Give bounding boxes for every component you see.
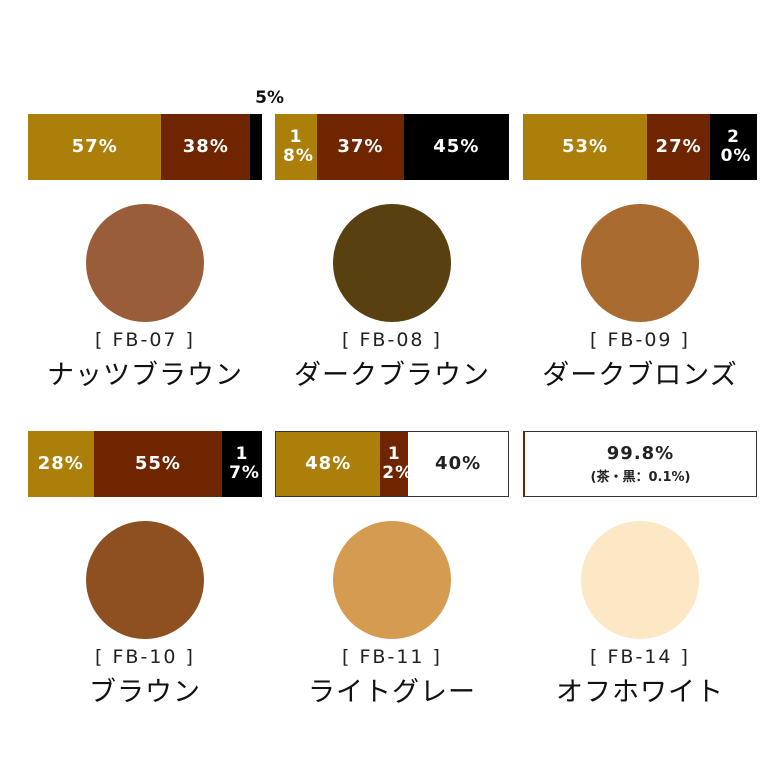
product-card-fb-09: 53% 27% 20% [ FB-09 ] ダークブロンズ: [523, 114, 757, 392]
black-segment-label: 20%: [720, 127, 752, 166]
black-segment: 45%: [403, 114, 509, 180]
trace-segment: [524, 432, 525, 496]
composition-bar: 18% 37% 45%: [275, 114, 509, 180]
product-code: [ FB-10 ]: [95, 646, 195, 668]
gold-segment: 18%: [275, 114, 318, 180]
color-swatch: [581, 521, 699, 639]
color-swatch: [86, 521, 204, 639]
product-card-fb-14: 99.8% (茶・黒：0.1%) [ FB-14 ] オフホワイト: [523, 431, 757, 709]
brown-segment: 12%: [380, 432, 409, 496]
brown-segment-label: 12%: [382, 444, 408, 483]
composition-bar: 48% 12% 40%: [275, 431, 509, 497]
product-name: ライトグレー: [308, 677, 476, 708]
gold-segment-label: 18%: [283, 127, 314, 166]
product-name: ダークブロンズ: [542, 360, 738, 391]
product-name: ブラウン: [89, 677, 201, 708]
color-swatch: [333, 204, 451, 322]
color-swatch: [581, 204, 699, 322]
product-card-fb-11: 48% 12% 40% [ FB-11 ] ライトグレー: [275, 431, 509, 709]
product-code: [ FB-09 ]: [590, 329, 690, 351]
product-code: [ FB-14 ]: [590, 646, 690, 668]
product-name: ナッツブラウン: [47, 360, 243, 391]
product-card-fb-10: 28% 55% 17% [ FB-10 ] ブラウン: [28, 431, 262, 709]
gold-segment: 28%: [28, 431, 94, 497]
gold-segment: 57%: [28, 114, 162, 180]
brown-segment: 38%: [161, 114, 251, 180]
white-percentage: 99.8%: [606, 443, 675, 464]
product-name: オフホワイト: [556, 677, 724, 708]
composition-bar: 99.8% (茶・黒：0.1%): [523, 431, 757, 497]
brown-segment: 37%: [317, 114, 404, 180]
composition-bar: 57% 38% 5%: [28, 88, 284, 180]
black-segment: [250, 114, 262, 180]
composition-bar: 53% 27% 20%: [523, 114, 757, 180]
gold-segment: 53%: [523, 114, 648, 180]
white-segment: 99.8% (茶・黒：0.1%): [525, 432, 756, 496]
black-segment-label: 5%: [255, 88, 284, 108]
brown-segment: 27%: [647, 114, 711, 180]
color-swatch: [86, 204, 204, 322]
product-code: [ FB-07 ]: [95, 329, 195, 351]
black-segment: 17%: [222, 431, 262, 497]
brown-segment: 55%: [93, 431, 223, 497]
color-swatch: [333, 521, 451, 639]
white-segment: 40%: [408, 432, 508, 496]
product-code: [ FB-08 ]: [342, 329, 442, 351]
product-code: [ FB-11 ]: [342, 646, 442, 668]
black-segment-label: 17%: [229, 444, 260, 483]
product-card-fb-07: 57% 38% 5% [ FB-07 ] ナッツブラウン: [28, 88, 284, 392]
product-card-fb-08: 18% 37% 45% [ FB-08 ] ダークブラウン: [275, 114, 509, 392]
product-name: ダークブラウン: [294, 360, 490, 391]
trace-note: (茶・黒：0.1%): [590, 470, 691, 485]
composition-bar: 28% 55% 17%: [28, 431, 262, 497]
black-segment: 20%: [710, 114, 757, 180]
gold-segment: 48%: [276, 432, 381, 496]
